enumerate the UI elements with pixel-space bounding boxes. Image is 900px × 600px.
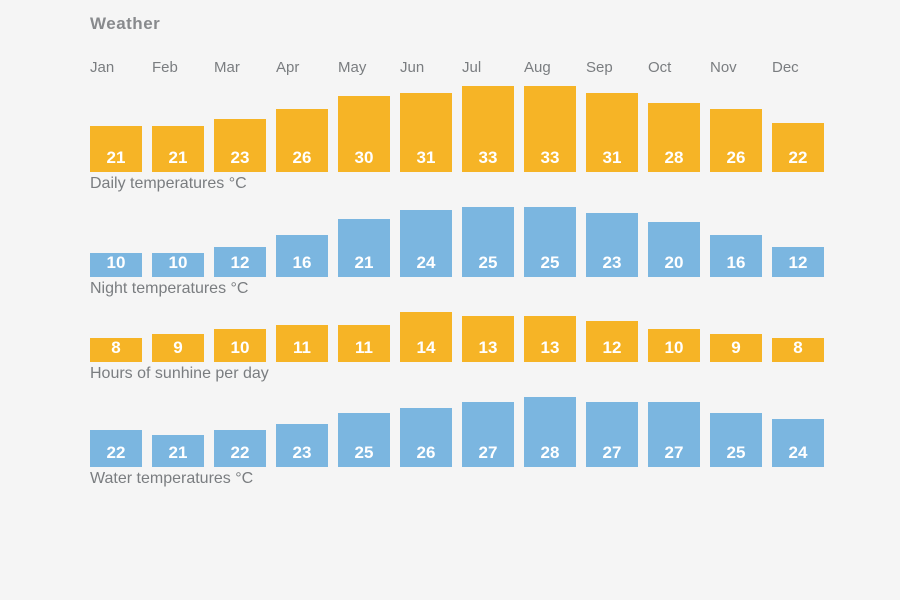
bar: 22 [214, 430, 266, 467]
bar: 16 [276, 235, 328, 277]
bar: 21 [152, 126, 204, 172]
month-label: Mar [214, 59, 276, 76]
month-label: Jan [90, 59, 152, 76]
bar: 9 [152, 334, 204, 362]
bar: 33 [524, 86, 576, 172]
page-title: Weather [90, 14, 840, 34]
bar: 20 [648, 222, 700, 277]
bar: 11 [276, 325, 328, 362]
bar: 33 [462, 86, 514, 172]
bar: 31 [400, 93, 452, 172]
bar: 27 [462, 402, 514, 467]
bar: 27 [648, 402, 700, 467]
bar: 27 [586, 402, 638, 467]
bar: 25 [338, 413, 390, 467]
bar: 22 [772, 123, 824, 172]
chart-caption: Daily temperatures °C [90, 175, 840, 193]
bar: 14 [400, 312, 452, 362]
month-label: Jun [400, 59, 462, 76]
bar: 8 [772, 338, 824, 362]
month-label: Jul [462, 59, 524, 76]
bar: 28 [648, 103, 700, 172]
month-label: Aug [524, 59, 586, 76]
bar: 21 [152, 435, 204, 467]
bar: 10 [648, 329, 700, 362]
bar: 9 [710, 334, 762, 362]
bar: 13 [462, 316, 514, 362]
bar: 10 [214, 329, 266, 362]
chart-row: 212123263031333331282622 [90, 86, 840, 172]
bar: 8 [90, 338, 142, 362]
month-header: JanFebMarAprMayJunJulAugSepOctNovDec [90, 54, 840, 76]
bar: 23 [276, 424, 328, 467]
month-label: Nov [710, 59, 772, 76]
bar: 26 [400, 408, 452, 467]
bar: 10 [90, 253, 142, 277]
bar: 31 [586, 93, 638, 172]
charts-container: 212123263031333331282622Daily temperatur… [90, 86, 840, 488]
bar: 25 [524, 207, 576, 277]
chart-caption: Water temperatures °C [90, 470, 840, 488]
month-label: Oct [648, 59, 710, 76]
bar: 21 [90, 126, 142, 172]
bar: 23 [214, 119, 266, 172]
bar: 11 [338, 325, 390, 362]
bar: 12 [214, 247, 266, 277]
month-label: Feb [152, 59, 214, 76]
bar: 13 [524, 316, 576, 362]
bar: 26 [710, 109, 762, 172]
bar: 16 [710, 235, 762, 277]
month-label: Apr [276, 59, 338, 76]
chart-row: 89101111141313121098 [90, 312, 840, 362]
bar: 25 [462, 207, 514, 277]
bar: 30 [338, 96, 390, 172]
bar: 12 [586, 321, 638, 362]
bar: 26 [276, 109, 328, 172]
chart-row: 101012162124252523201612 [90, 207, 840, 277]
bar: 24 [400, 210, 452, 277]
month-label: Sep [586, 59, 648, 76]
bar: 24 [772, 419, 824, 467]
chart-caption: Hours of sunhine per day [90, 365, 840, 383]
chart-row: 222122232526272827272524 [90, 397, 840, 467]
month-label: Dec [772, 59, 834, 76]
bar: 10 [152, 253, 204, 277]
month-label: May [338, 59, 400, 76]
bar: 23 [586, 213, 638, 277]
bar: 25 [710, 413, 762, 467]
chart-caption: Night temperatures °C [90, 280, 840, 298]
bar: 28 [524, 397, 576, 467]
weather-panel: Weather JanFebMarAprMayJunJulAugSepOctNo… [0, 0, 900, 488]
bar: 21 [338, 219, 390, 277]
bar: 22 [90, 430, 142, 467]
bar: 12 [772, 247, 824, 277]
